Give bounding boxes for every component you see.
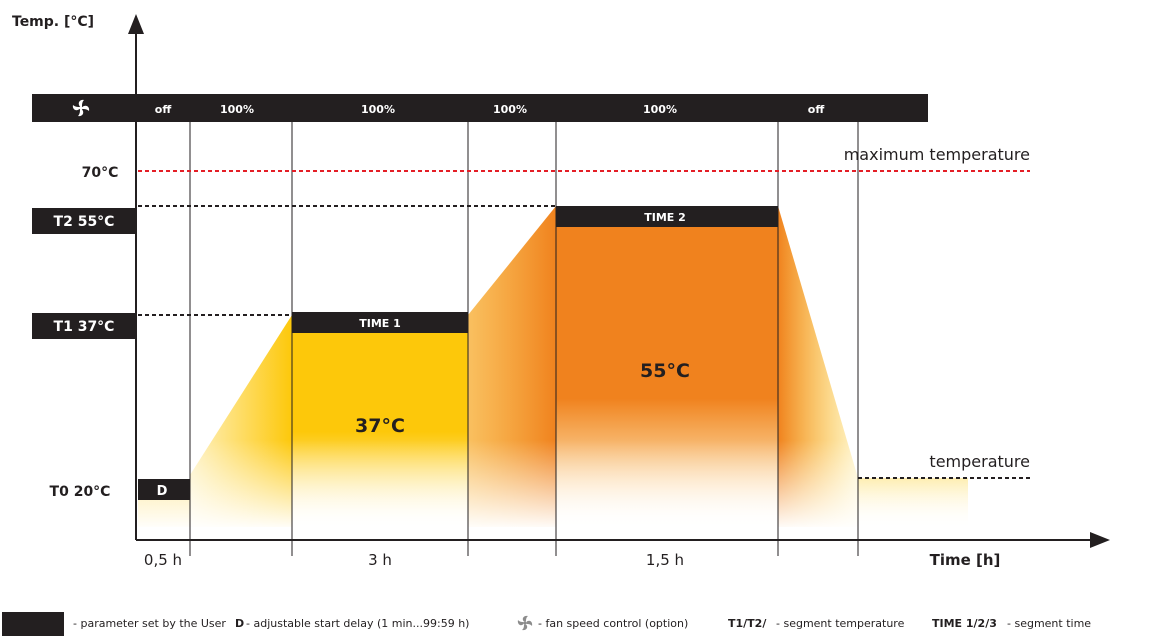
fan-bar-background	[32, 94, 928, 122]
x-axis-arrow	[1090, 532, 1110, 548]
duration-segment-1: 3 h	[368, 551, 392, 569]
t2-label-text: T2 55°C	[54, 214, 115, 230]
time1-block-label: TIME 1	[359, 317, 401, 330]
t2-label: T2 55°C	[32, 208, 136, 234]
max-temperature-annotation: maximum temperature	[844, 145, 1030, 164]
legend-time-key: TIME 1/2/3	[932, 617, 997, 630]
max-temp-label: 70°C	[82, 165, 119, 181]
fan-speed-bar: off 100% 100% 100% 100% off	[32, 94, 928, 122]
x-axis-label: Time [h]	[930, 551, 1001, 569]
legend-delay-key: D	[235, 617, 244, 630]
time2-block: TIME 2	[556, 206, 778, 227]
duration-delay: 0,5 h	[144, 551, 182, 569]
legend-delay-text: - adjustable start delay (1 min...99:59 …	[246, 617, 469, 630]
legend-fan-text: - fan speed control (option)	[538, 617, 688, 630]
duration-segment-2: 1,5 h	[646, 551, 684, 569]
fan-segment-3: 100%	[493, 103, 527, 116]
fan-segment-2: 100%	[361, 103, 395, 116]
fan-segment-5: off	[808, 103, 825, 116]
fan-segment-1: 100%	[220, 103, 254, 116]
legend: - parameter set by the User D - adjustab…	[2, 612, 1091, 636]
y-axis-arrow	[128, 14, 144, 34]
fan-segment-0: off	[155, 103, 172, 116]
delay-block: D	[138, 479, 190, 500]
t0-label: T0 20°C	[50, 484, 111, 500]
t1-label-text: T1 37°C	[54, 319, 115, 335]
time1-block: TIME 1	[292, 312, 468, 333]
fan-segment-4: 100%	[643, 103, 677, 116]
legend-user-param-text: - parameter set by the User	[73, 617, 226, 630]
fan-icon	[72, 99, 90, 117]
legend-time-text: - segment time	[1007, 617, 1091, 630]
time2-block-label: TIME 2	[644, 211, 686, 224]
temperature-profile-fill	[138, 206, 978, 530]
legend-temp-key: T1/T2/	[728, 617, 767, 630]
delay-block-label: D	[157, 484, 168, 499]
fan-icon	[517, 615, 533, 631]
legend-user-param-swatch	[2, 612, 64, 636]
temperature-annotation: temperature	[929, 452, 1030, 471]
t1-label: T1 37°C	[32, 313, 136, 339]
segment-2-temp: 55°C	[640, 360, 690, 382]
legend-temp-text: - segment temperature	[776, 617, 905, 630]
bottom-fade	[138, 440, 978, 530]
segment-1-temp: 37°C	[355, 415, 405, 437]
y-axis-label: Temp. [°C]	[12, 14, 94, 30]
